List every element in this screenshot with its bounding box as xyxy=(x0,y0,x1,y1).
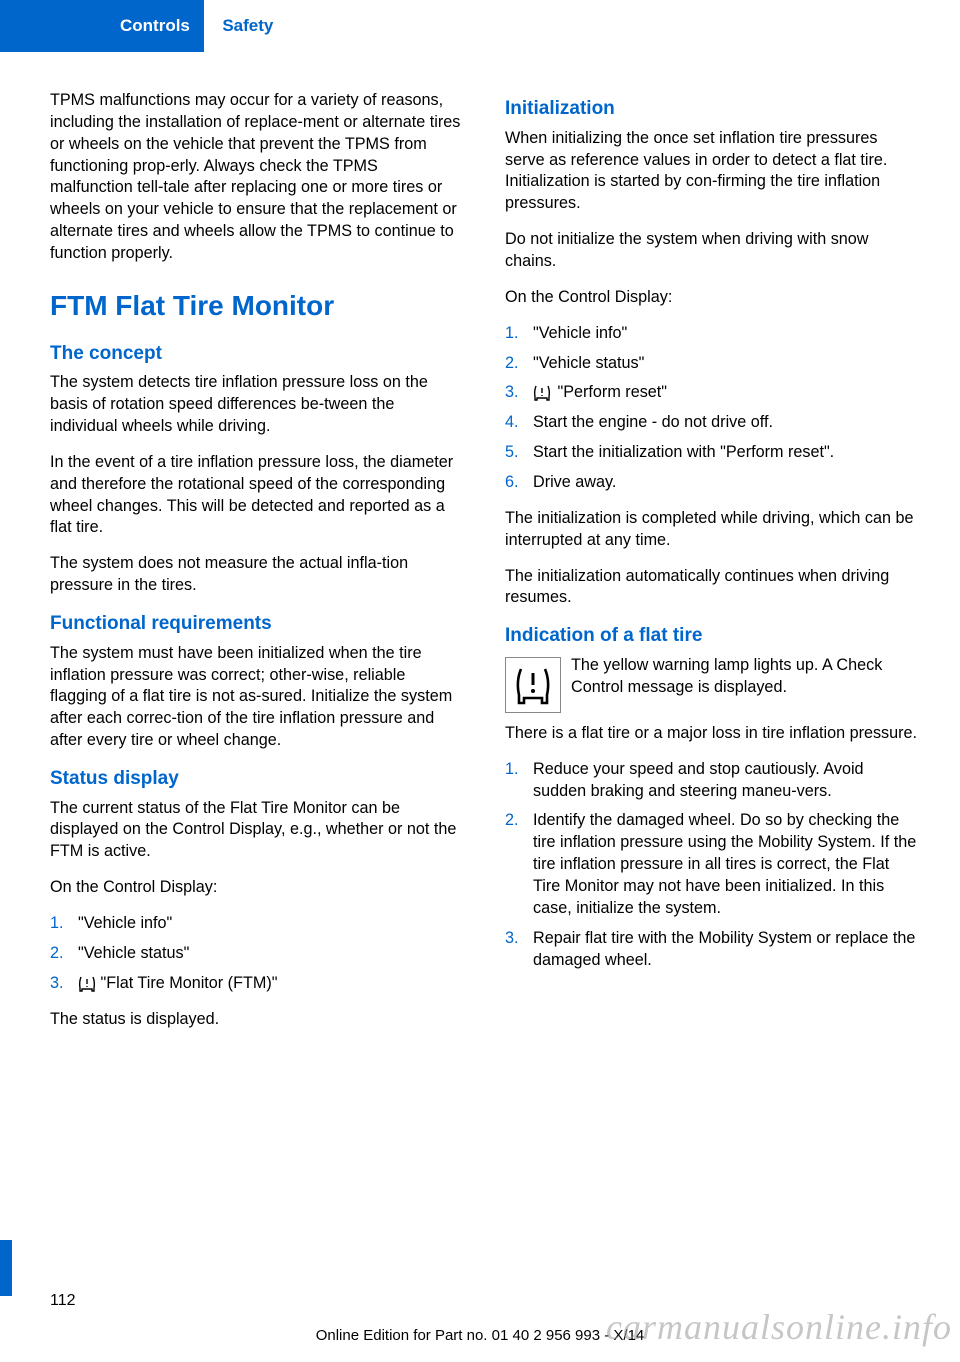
list-text: "Flat Tire Monitor (FTM)" xyxy=(78,973,465,995)
breadcrumb-controls: Controls xyxy=(0,0,204,52)
status-p3: The status is displayed. xyxy=(50,1009,465,1031)
init-list: 1. "Vehicle info" 2. "Vehicle status" 3.… xyxy=(505,323,920,494)
init-p2: Do not initialize the system when drivin… xyxy=(505,229,920,273)
list-text: "Vehicle info" xyxy=(78,913,465,935)
status-list: 1. "Vehicle info" 2. "Vehicle status" 3.… xyxy=(50,913,465,995)
ftm-heading: FTM Flat Tire Monitor xyxy=(50,287,465,325)
list-number: 2. xyxy=(50,943,78,965)
functional-requirements-heading: Functional requirements xyxy=(50,611,465,637)
list-item: 3. "Flat Tire Monitor (FTM)" xyxy=(50,973,465,995)
list-text: Start the initialization with "Perform r… xyxy=(533,442,920,464)
list-item: 2. "Vehicle status" xyxy=(505,353,920,375)
left-column: TPMS malfunctions may occur for a variet… xyxy=(50,90,465,1045)
side-tab-marker xyxy=(0,1240,12,1296)
tire-init-icon xyxy=(533,383,558,401)
list-item: 6. Drive away. xyxy=(505,472,920,494)
list-text: Drive away. xyxy=(533,472,920,494)
tpms-paragraph: TPMS malfunctions may occur for a variet… xyxy=(50,90,465,265)
flat-tire-warning-icon xyxy=(505,657,561,713)
list-number: 5. xyxy=(505,442,533,464)
list-item: 1. "Vehicle info" xyxy=(50,913,465,935)
list-item: 1. Reduce your speed and stop cautiously… xyxy=(505,759,920,803)
page: Controls Safety TPMS malfunctions may oc… xyxy=(0,0,960,1362)
init-p4: The initialization is completed while dr… xyxy=(505,508,920,552)
list-number: 1. xyxy=(50,913,78,935)
list-text: Reduce your speed and stop cautiously. A… xyxy=(533,759,920,803)
concept-p2: In the event of a tire inflation pressur… xyxy=(50,452,465,539)
flat-tire-indication-heading: Indication of a flat tire xyxy=(505,623,920,649)
list-item: 3. "Perform reset" xyxy=(505,382,920,404)
list-number: 1. xyxy=(505,323,533,345)
concept-heading: The concept xyxy=(50,341,465,367)
list-number: 2. xyxy=(505,810,533,919)
list-text-inner: "Flat Tire Monitor (FTM)" xyxy=(101,974,278,992)
list-text: "Perform reset" xyxy=(533,382,920,404)
list-text-inner: "Perform reset" xyxy=(558,383,668,401)
list-item: 1. "Vehicle info" xyxy=(505,323,920,345)
list-text: Identify the damaged wheel. Do so by che… xyxy=(533,810,920,919)
list-text: "Vehicle status" xyxy=(78,943,465,965)
flat-p1: The yellow warning lamp lights up. A Che… xyxy=(571,655,920,699)
list-text: Repair flat tire with the Mobility Syste… xyxy=(533,928,920,972)
functional-requirements-p1: The system must have been initialized wh… xyxy=(50,643,465,752)
content-columns: TPMS malfunctions may occur for a variet… xyxy=(50,90,920,1045)
flat-list: 1. Reduce your speed and stop cautiously… xyxy=(505,759,920,972)
status-p1: The current status of the Flat Tire Moni… xyxy=(50,798,465,864)
list-text: "Vehicle status" xyxy=(533,353,920,375)
list-item: 3. Repair flat tire with the Mobility Sy… xyxy=(505,928,920,972)
page-header: Controls Safety xyxy=(0,0,960,52)
list-number: 3. xyxy=(50,973,78,995)
list-text: Start the engine - do not drive off. xyxy=(533,412,920,434)
list-number: 3. xyxy=(505,928,533,972)
watermark-text: carmanualsonline.info xyxy=(606,1306,952,1348)
init-p3: On the Control Display: xyxy=(505,287,920,309)
concept-p1: The system detects tire inflation pressu… xyxy=(50,372,465,438)
status-display-heading: Status display xyxy=(50,766,465,792)
list-item: 2. "Vehicle status" xyxy=(50,943,465,965)
list-number: 4. xyxy=(505,412,533,434)
tire-warning-icon xyxy=(78,974,101,992)
list-number: 3. xyxy=(505,382,533,404)
list-number: 1. xyxy=(505,759,533,803)
concept-p3: The system does not measure the actual i… xyxy=(50,553,465,597)
flat-p2: There is a flat tire or a major loss in … xyxy=(505,723,920,745)
list-item: 2. Identify the damaged wheel. Do so by … xyxy=(505,810,920,919)
initialization-heading: Initialization xyxy=(505,96,920,122)
flat-tire-indicator-block: The yellow warning lamp lights up. A Che… xyxy=(505,655,920,713)
list-item: 4. Start the engine - do not drive off. xyxy=(505,412,920,434)
init-p1: When initializing the once set inflation… xyxy=(505,128,920,215)
list-text: "Vehicle info" xyxy=(533,323,920,345)
page-number: 112 xyxy=(50,1292,76,1310)
list-number: 6. xyxy=(505,472,533,494)
init-p5: The initialization automatically continu… xyxy=(505,566,920,610)
status-p2: On the Control Display: xyxy=(50,877,465,899)
right-column: Initialization When initializing the onc… xyxy=(505,90,920,1045)
breadcrumb-safety: Safety xyxy=(208,0,287,52)
list-item: 5. Start the initialization with "Perfor… xyxy=(505,442,920,464)
list-number: 2. xyxy=(505,353,533,375)
